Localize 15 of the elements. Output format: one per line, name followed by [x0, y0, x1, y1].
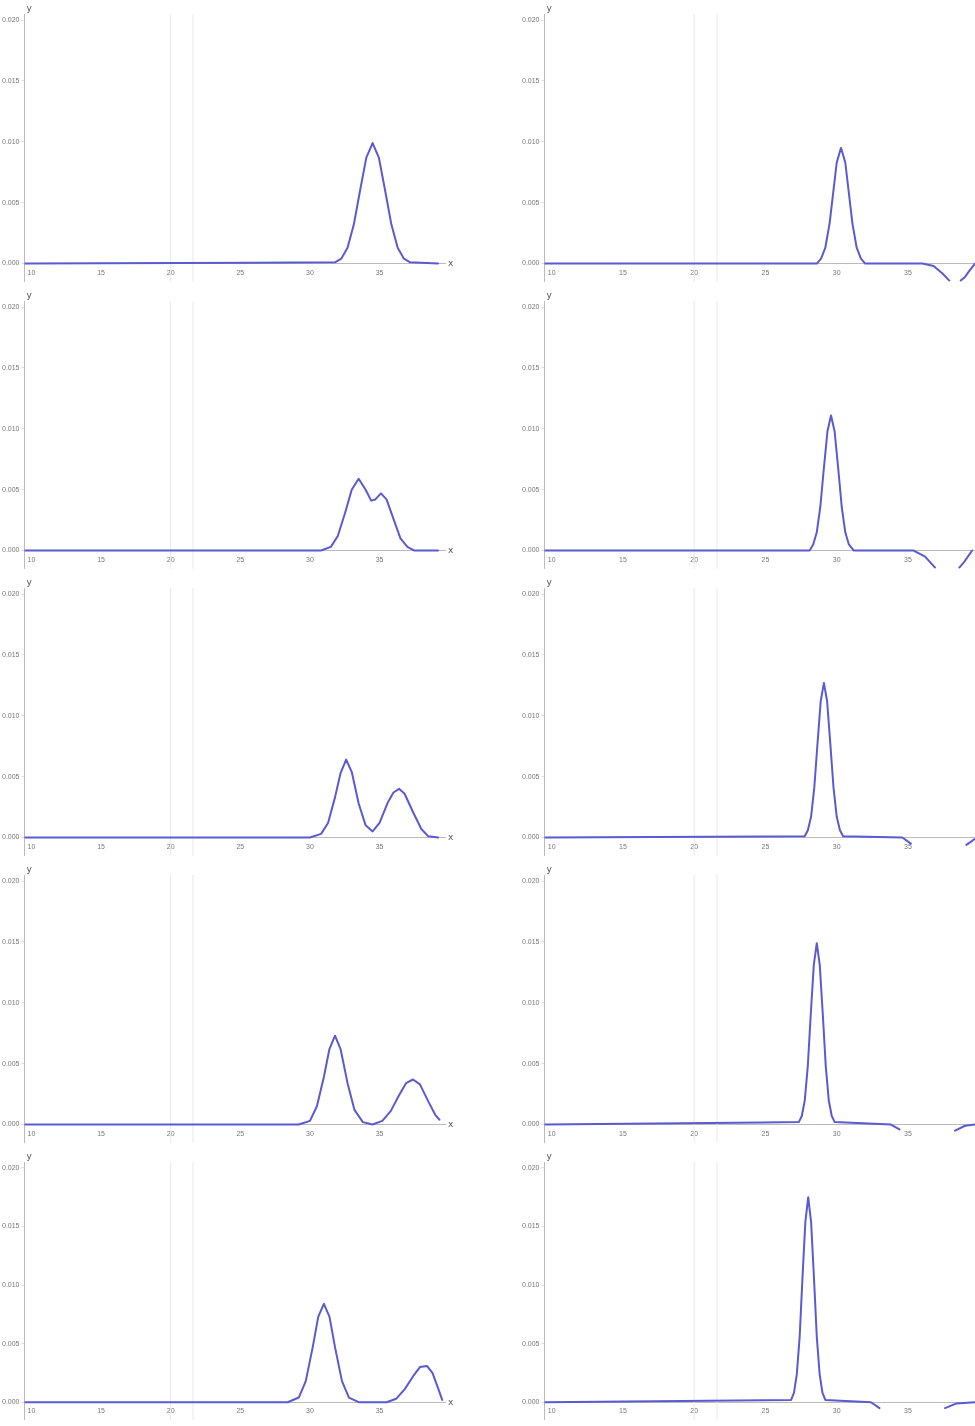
x-axis-title: x: [448, 831, 454, 842]
y-axis-title: y: [26, 289, 33, 300]
x-axis-title: x: [448, 1118, 454, 1129]
y-axis-title: y: [546, 1150, 553, 1161]
y-axis-title: y: [546, 863, 553, 874]
x-axis-title: x: [448, 257, 454, 268]
x-axis-title: x: [448, 544, 454, 555]
x-axis-title: x: [448, 1396, 454, 1407]
y-axis-title: y: [26, 576, 33, 587]
y-axis-title: y: [546, 2, 553, 13]
y-axis-title: y: [26, 863, 33, 874]
y-axis-title: y: [546, 289, 553, 300]
y-axis-title: y: [26, 1150, 33, 1161]
y-axis-title: y: [546, 576, 553, 587]
y-axis-title: y: [26, 2, 33, 13]
